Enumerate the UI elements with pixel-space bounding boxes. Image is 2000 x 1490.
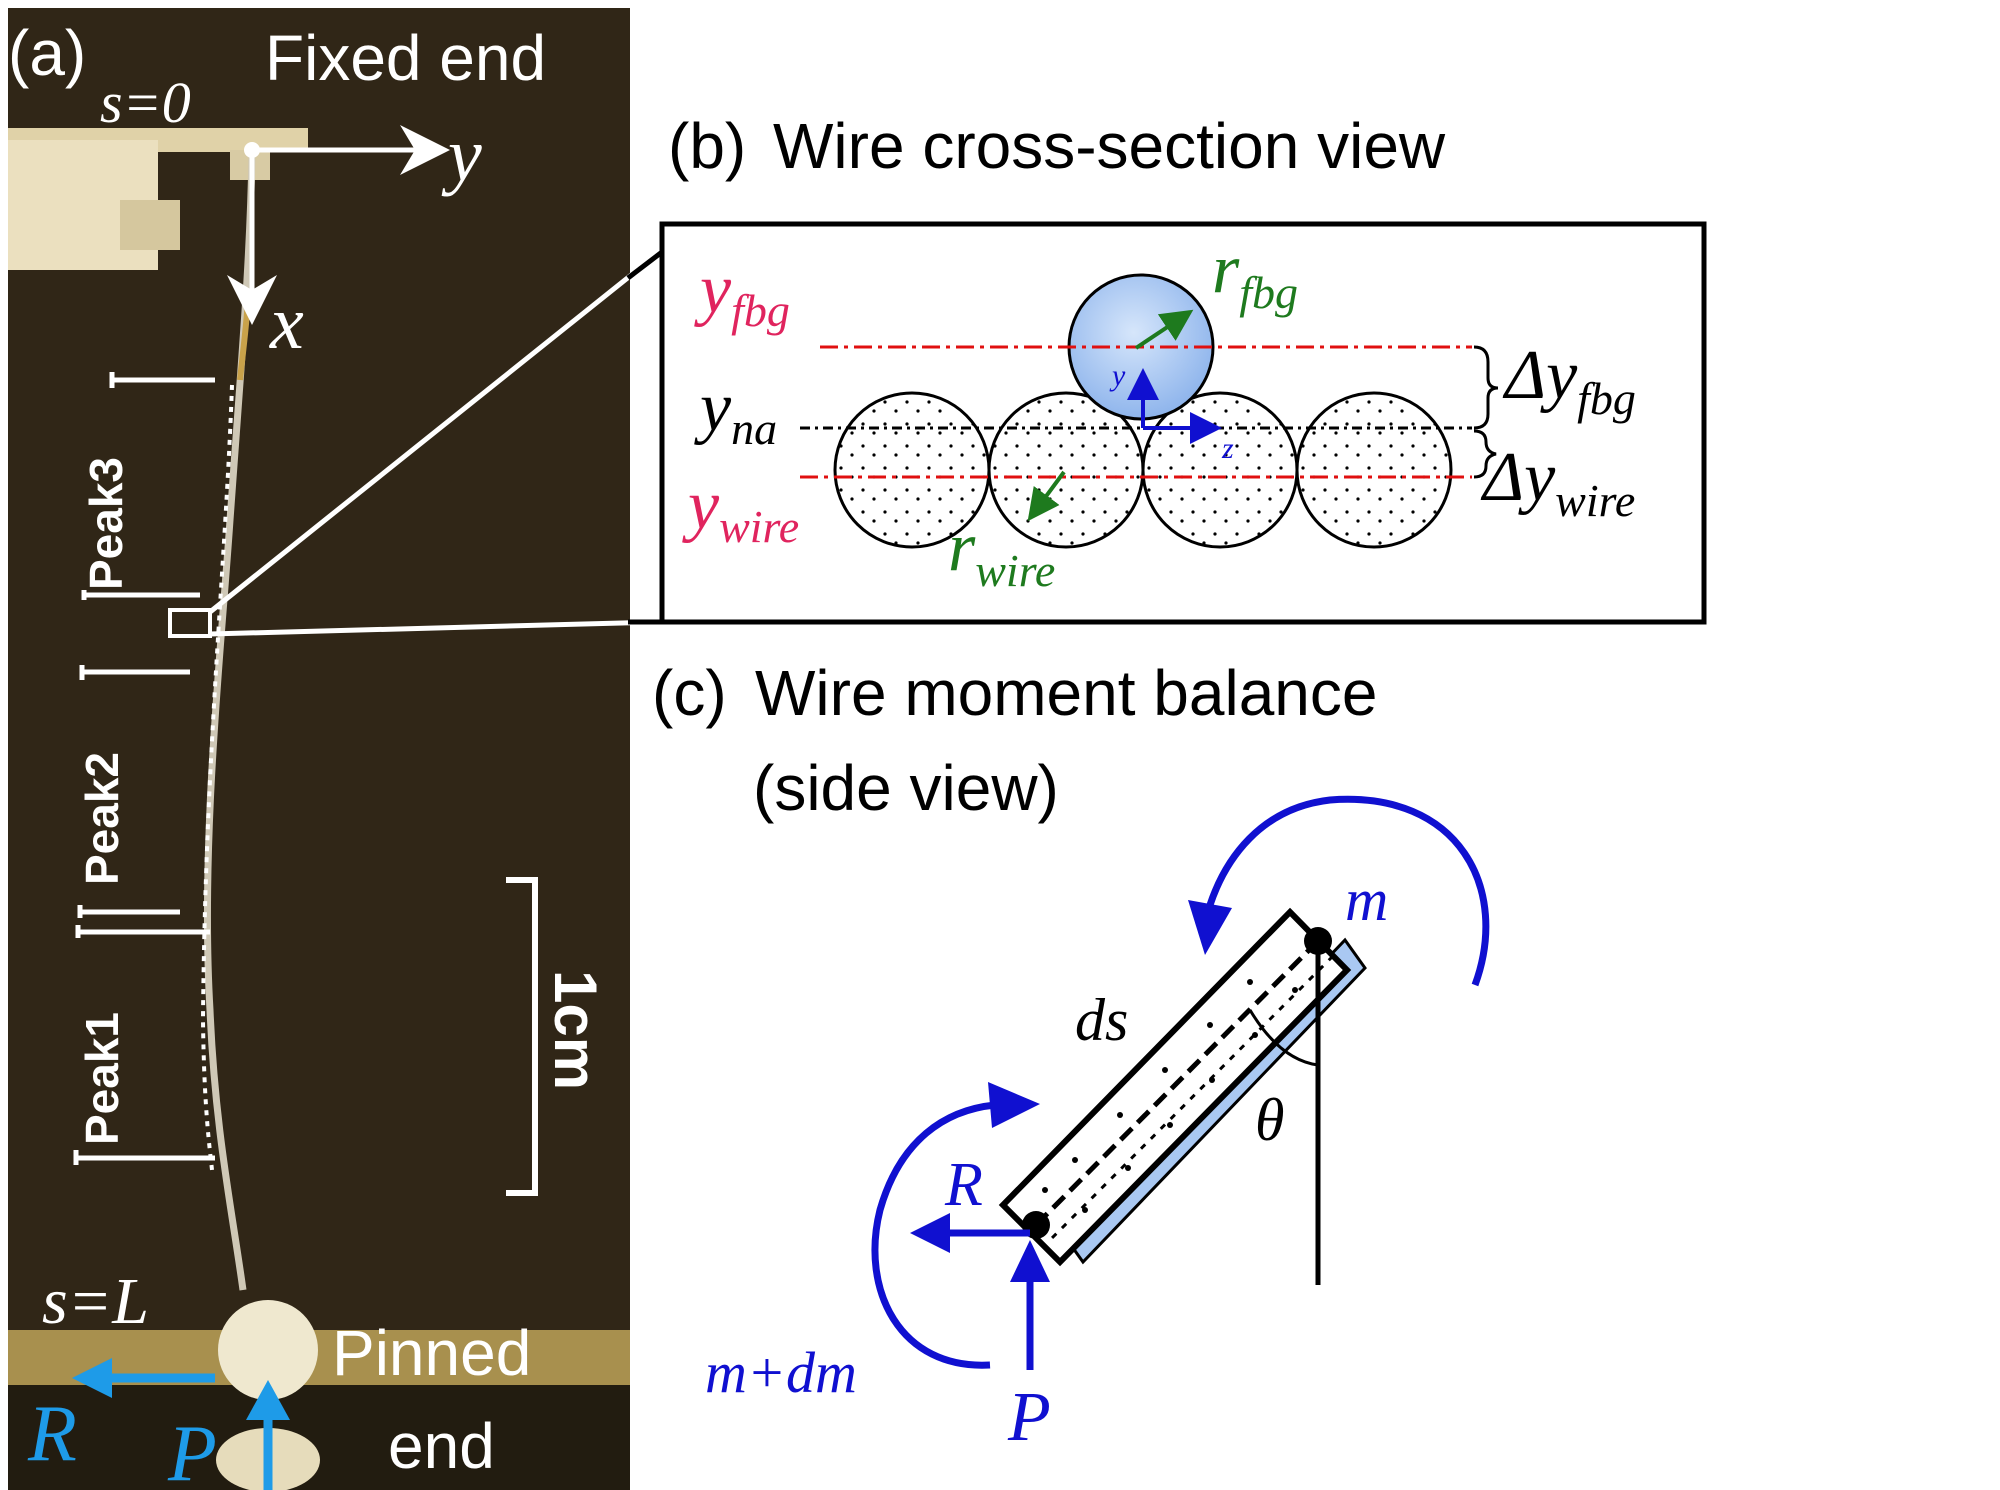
force-r-arrowhead — [72, 1358, 112, 1398]
force-p-c-label: P — [1007, 1379, 1051, 1456]
wire-dotted-overlay — [200, 384, 234, 1171]
panel-c-title-2: (side view) — [753, 752, 1059, 824]
axis-x-label: x — [269, 281, 304, 365]
panel-b-label: (b) — [668, 110, 746, 182]
top-fixture-step — [120, 200, 180, 250]
sL-label: s=L — [42, 1265, 149, 1338]
r-fbg-arrow — [1134, 309, 1194, 350]
force-p-arrowhead — [246, 1380, 290, 1420]
force-r-c-label: R — [944, 1151, 983, 1219]
y-wire-label: ywire — [682, 467, 799, 552]
moment-m-arc — [1206, 795, 1490, 987]
panel-b-title: Wire cross-section view — [773, 110, 1446, 182]
force-r-label: R — [27, 1390, 77, 1478]
scale-bar-label: 1cm — [542, 970, 609, 1090]
moment-mdm-arrowhead — [988, 1082, 1040, 1128]
local-z-label: z — [1221, 432, 1234, 465]
s0-label: s=0 — [100, 70, 191, 135]
r-wire-label: rwire — [948, 509, 1055, 596]
peak3-label: Peak3 — [80, 457, 132, 590]
theta-arc — [1248, 1009, 1319, 1067]
peak2-label: Peak2 — [76, 752, 128, 885]
fixed-end-label: Fixed end — [265, 22, 546, 94]
wire-strand-3 — [1141, 391, 1299, 549]
r-fbg-label: rfbg — [1212, 231, 1298, 318]
bottom-base-shadow — [8, 1385, 630, 1490]
panel-c-label: (c) — [652, 657, 727, 729]
local-y-label: y — [1109, 359, 1126, 392]
zoom-line-bottom — [209, 619, 661, 637]
r-wire-arrow — [1027, 470, 1066, 522]
force-p-c-arrowhead — [1010, 1240, 1050, 1282]
scale-bar — [506, 877, 538, 1196]
element-centerline — [1034, 939, 1320, 1227]
dy-fbg-label: Δyfbg — [1502, 337, 1636, 424]
pin-ball — [218, 1300, 318, 1400]
dy-wire-label: Δywire — [1480, 439, 1635, 526]
wire-strands — [833, 391, 1453, 549]
moment-mdm-label: m+dm — [705, 1340, 857, 1405]
zoom-line-top-ext — [626, 250, 664, 280]
zoom-line-top — [208, 250, 662, 614]
force-r-c-arrowhead — [910, 1213, 950, 1253]
end-label: end — [388, 1410, 495, 1482]
brace-dy-wire — [1473, 429, 1497, 479]
peak1-label: Peak1 — [76, 1012, 128, 1145]
wire-element — [998, 907, 1367, 1267]
force-p-label: P — [167, 1410, 217, 1490]
panel-a-label: (a) — [8, 17, 86, 89]
moment-m-arrowhead — [1188, 900, 1232, 955]
axis-y-label: y — [441, 113, 482, 197]
y-fbg-label: yfbg — [694, 251, 790, 336]
panel-a — [8, 8, 630, 1490]
moment-m-label: m — [1345, 867, 1388, 933]
ds-label: ds — [1075, 987, 1128, 1053]
panel-c-title-1: Wire moment balance — [755, 657, 1377, 729]
element-fbg-line — [1048, 954, 1335, 1242]
moment-mdm-arc — [871, 1101, 996, 1369]
peak-brackets — [73, 372, 215, 1165]
theta-label: θ — [1255, 1087, 1284, 1153]
y-na-label: yna — [694, 369, 777, 454]
pinned-label: Pinned — [332, 1317, 531, 1389]
brace-dy-fbg — [1473, 345, 1499, 430]
wire-strand-4 — [1295, 391, 1453, 549]
zoom-box — [168, 608, 212, 638]
